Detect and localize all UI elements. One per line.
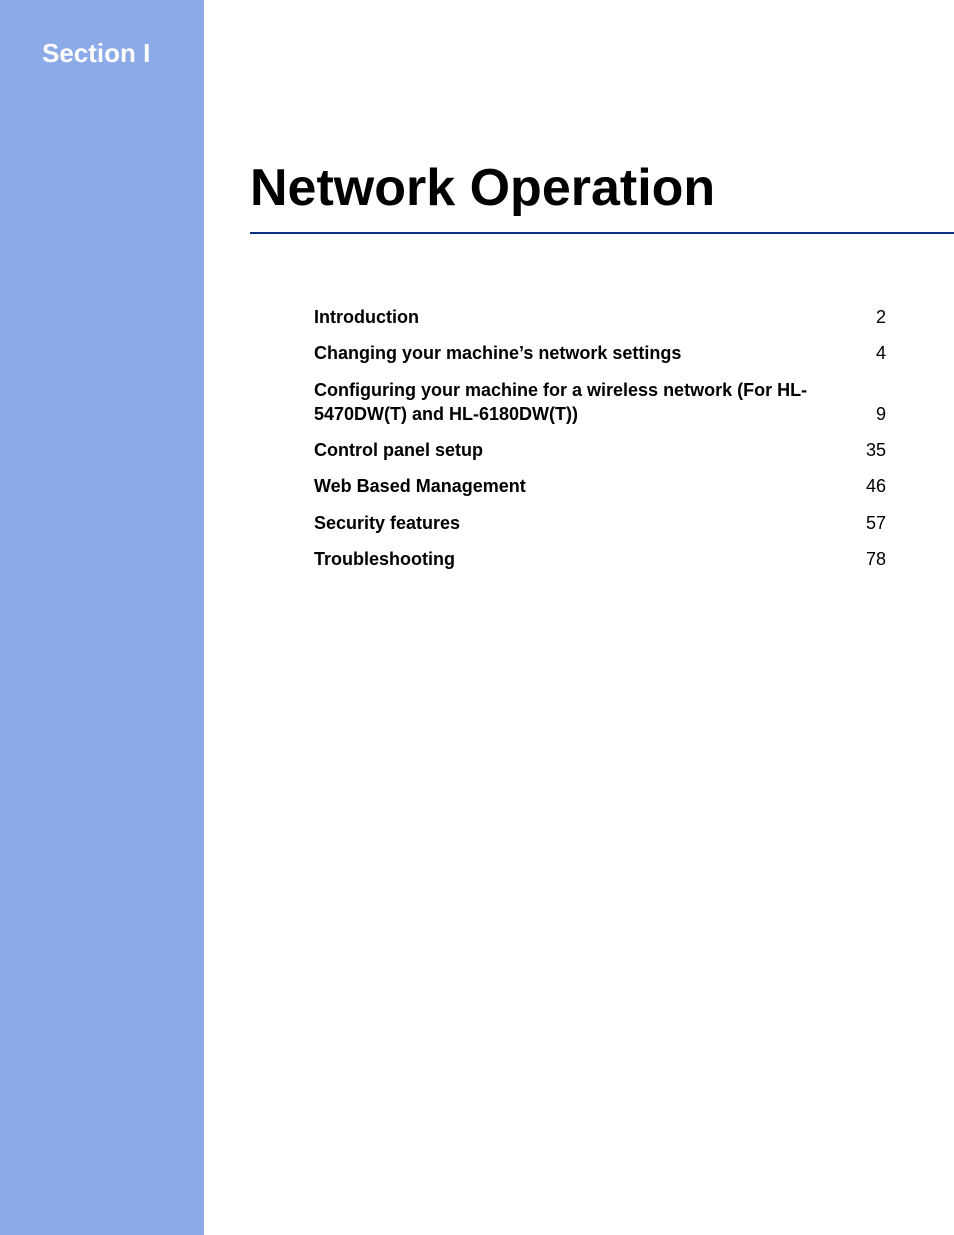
- toc-label: Configuring your machine for a wireless …: [314, 378, 814, 427]
- toc-page-number: 2: [856, 305, 886, 329]
- toc-page-number: 4: [856, 341, 886, 365]
- toc-entry[interactable]: Troubleshooting 78: [314, 547, 886, 571]
- toc-page-number: 57: [846, 511, 886, 535]
- toc-label: Troubleshooting: [314, 547, 455, 571]
- toc-entry[interactable]: Configuring your machine for a wireless …: [314, 378, 886, 427]
- toc-entry[interactable]: Security features 57: [314, 511, 886, 535]
- toc-page-number: 46: [846, 474, 886, 498]
- toc-page-number: 78: [846, 547, 886, 571]
- toc-entry[interactable]: Changing your machine’s network settings…: [314, 341, 886, 365]
- section-label: Section I: [42, 38, 150, 69]
- table-of-contents: Introduction 2 Changing your machine’s n…: [314, 305, 886, 583]
- toc-label: Web Based Management: [314, 474, 526, 498]
- toc-label: Introduction: [314, 305, 419, 329]
- title-underline: [250, 232, 954, 234]
- toc-page-number: 35: [846, 438, 886, 462]
- toc-page-number: 9: [856, 402, 886, 426]
- arrow-icon: [146, 168, 190, 222]
- page-title: Network Operation: [250, 158, 715, 218]
- toc-label: Control panel setup: [314, 438, 483, 462]
- page: Section I Network Operation Introduction…: [0, 0, 954, 1235]
- toc-entry[interactable]: Control panel setup 35: [314, 438, 886, 462]
- toc-label: Changing your machine’s network settings: [314, 341, 681, 365]
- toc-entry[interactable]: Web Based Management 46: [314, 474, 886, 498]
- toc-entry[interactable]: Introduction 2: [314, 305, 886, 329]
- toc-label: Security features: [314, 511, 460, 535]
